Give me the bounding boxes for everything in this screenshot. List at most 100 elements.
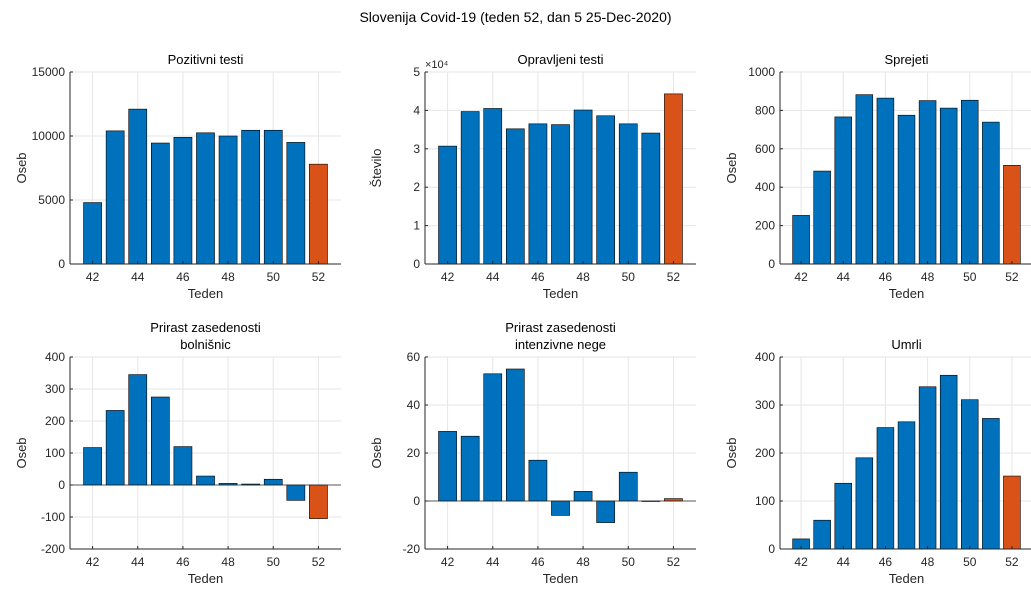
x-tick-label: 44 bbox=[486, 555, 500, 569]
y-tick-label: -200 bbox=[41, 542, 65, 556]
x-tick-label: 52 bbox=[667, 555, 681, 569]
chart-5: -20 0 20 40 60 42 44 46 48 50 52 Teden Oseb Prirast z… bbox=[369, 320, 696, 586]
x-tick-label: 50 bbox=[963, 555, 977, 569]
y-tick-label: 40 bbox=[407, 398, 421, 412]
chart-title: Prirast zasedenosti bbox=[505, 320, 616, 335]
x-tick-label: 46 bbox=[879, 270, 893, 284]
x-tick-label: 48 bbox=[221, 555, 235, 569]
y-tick-label: 100 bbox=[755, 494, 775, 508]
y-tick-label: 400 bbox=[755, 350, 775, 364]
bar-42 bbox=[438, 431, 457, 502]
chart-title: Prirast zasedenosti bbox=[150, 320, 261, 335]
bar-43 bbox=[105, 410, 125, 486]
bar-45 bbox=[505, 368, 525, 502]
bar-45 bbox=[151, 142, 170, 265]
y-axis-label: Oseb bbox=[14, 437, 29, 468]
bar-47 bbox=[897, 114, 916, 265]
bar-52 bbox=[309, 163, 328, 265]
y-tick-label: 0 bbox=[58, 478, 65, 492]
y-tick-label: 600 bbox=[755, 142, 775, 156]
bar-51 bbox=[982, 418, 1000, 550]
chart-title: bolnišnic bbox=[180, 337, 231, 352]
y-tick-label: 0 bbox=[58, 257, 65, 271]
y-axis-exponent: ×10⁴ bbox=[425, 59, 449, 71]
y-tick-label: 0 bbox=[413, 494, 420, 508]
x-axis-label: Teden bbox=[543, 286, 578, 301]
bar-50 bbox=[961, 399, 979, 550]
bar-45 bbox=[855, 94, 874, 265]
bar-47 bbox=[196, 132, 215, 265]
y-tick-label: 800 bbox=[755, 103, 775, 117]
bar-46 bbox=[528, 459, 548, 502]
y-tick-label: 3 bbox=[413, 142, 420, 156]
x-tick-label: 50 bbox=[622, 555, 636, 569]
y-tick-label: 400 bbox=[45, 350, 65, 364]
bar-48 bbox=[218, 135, 238, 265]
bar-44 bbox=[128, 108, 148, 265]
bar-51 bbox=[641, 132, 661, 265]
chart-2: 0 1 2 3 4 5 42 44 46 48 50 52 Teden Število ×10⁴ Opravl… bbox=[369, 52, 696, 301]
bar-48 bbox=[573, 491, 593, 502]
y-tick-label: 0 bbox=[768, 257, 775, 271]
x-tick-label: 46 bbox=[176, 270, 190, 284]
bar-44 bbox=[834, 482, 852, 550]
bar-49 bbox=[939, 374, 958, 550]
chart-title: intenzivne nege bbox=[515, 337, 606, 352]
bar-49 bbox=[939, 107, 958, 265]
bar-48 bbox=[573, 109, 593, 265]
chart-3: 0 200 400 600 800 1000 42 44 46 48 50 52 Teden Oseb Sp… bbox=[724, 52, 1031, 301]
x-tick-label: 42 bbox=[86, 555, 100, 569]
bar-45 bbox=[855, 457, 874, 550]
x-tick-label: 50 bbox=[267, 270, 281, 284]
bar-43 bbox=[105, 130, 125, 265]
y-tick-label: 10000 bbox=[32, 129, 66, 143]
y-tick-label: 0 bbox=[768, 542, 775, 556]
y-tick-label: 15000 bbox=[32, 65, 66, 79]
x-tick-label: 42 bbox=[441, 270, 455, 284]
bar-52 bbox=[664, 93, 683, 265]
bar-44 bbox=[834, 116, 852, 265]
y-tick-label: 5 bbox=[413, 65, 420, 79]
x-tick-label: 44 bbox=[131, 555, 145, 569]
x-tick-label: 46 bbox=[531, 270, 545, 284]
figure-title: Slovenija Covid-19 (teden 52, dan 5 25-D… bbox=[359, 9, 672, 25]
x-tick-label: 48 bbox=[921, 555, 935, 569]
y-tick-label: 300 bbox=[45, 382, 65, 396]
bar-52 bbox=[309, 484, 328, 519]
x-tick-label: 44 bbox=[486, 270, 500, 284]
x-axis-label: Teden bbox=[188, 571, 223, 586]
bar-43 bbox=[460, 435, 480, 502]
y-axis-label: Oseb bbox=[724, 437, 739, 468]
y-tick-label: 4 bbox=[413, 103, 420, 117]
y-tick-label: 200 bbox=[755, 446, 775, 460]
x-tick-label: 42 bbox=[794, 555, 808, 569]
bar-46 bbox=[173, 136, 193, 265]
x-tick-label: 42 bbox=[441, 555, 455, 569]
y-tick-label: 60 bbox=[407, 350, 421, 364]
x-tick-label: 46 bbox=[176, 555, 190, 569]
bar-46 bbox=[876, 97, 895, 265]
y-tick-label: -20 bbox=[403, 542, 421, 556]
x-tick-label: 44 bbox=[131, 270, 145, 284]
x-axis-label: Teden bbox=[889, 571, 924, 586]
x-tick-label: 52 bbox=[312, 270, 326, 284]
bar-47 bbox=[897, 421, 916, 550]
bar-52 bbox=[1003, 165, 1021, 265]
bar-46 bbox=[173, 446, 193, 486]
chart-1: 0 5000 10000 15000 42 44 46 48 50 52 Teden Oseb Pozi… bbox=[14, 52, 341, 301]
x-tick-label: 44 bbox=[837, 555, 851, 569]
bar-48 bbox=[918, 100, 937, 265]
y-tick-label: 2 bbox=[413, 180, 420, 194]
bar-50 bbox=[263, 478, 283, 486]
y-tick-label: 5000 bbox=[38, 193, 65, 207]
bar-43 bbox=[813, 170, 831, 265]
chart-title: Umrli bbox=[891, 337, 921, 352]
x-axis-label: Teden bbox=[188, 286, 223, 301]
bar-52 bbox=[1003, 475, 1021, 550]
x-tick-label: 50 bbox=[267, 555, 281, 569]
bar-46 bbox=[876, 427, 895, 550]
x-tick-label: 52 bbox=[1005, 555, 1019, 569]
bar-47 bbox=[551, 500, 570, 516]
x-tick-label: 48 bbox=[221, 270, 235, 284]
x-tick-label: 50 bbox=[622, 270, 636, 284]
